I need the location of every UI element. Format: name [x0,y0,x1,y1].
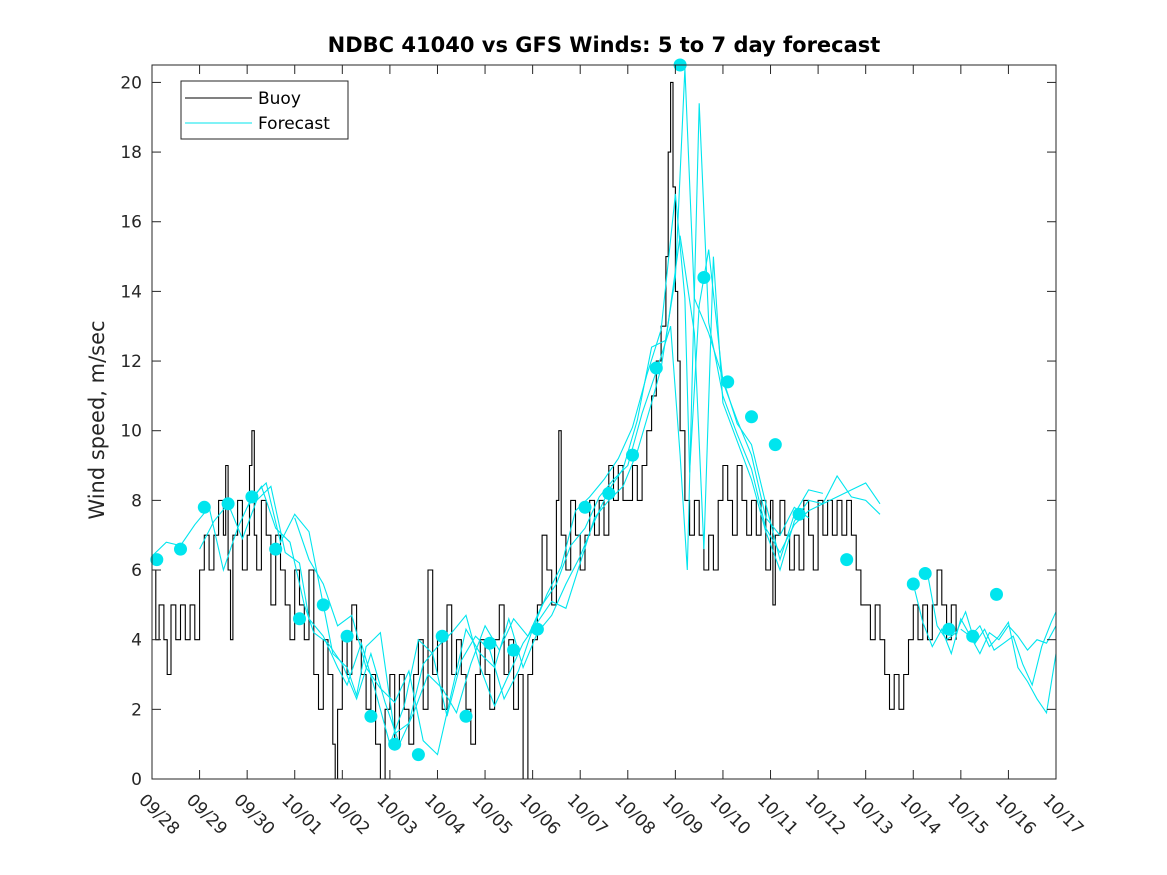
legend: Buoy Forecast [180,80,349,140]
forecast-line-3 [246,103,881,746]
forecast-marker-13 [435,629,449,643]
forecast-marker-24 [721,375,735,389]
legend-box [180,80,349,140]
forecast-marker-9 [340,629,354,643]
y-tick-label: 12 [120,352,142,372]
forecast-marker-3 [197,500,211,514]
forecast-line-6 [926,573,1057,687]
forecast-marker-32 [966,629,980,643]
y-tick-label: 2 [131,700,142,720]
plot-area [152,65,1056,779]
forecast-marker-23 [697,271,711,284]
forecast-marker-27 [792,507,806,521]
y-tick-label: 14 [120,282,142,302]
forecast-marker-11 [388,737,402,751]
forecast-marker-33 [990,587,1003,601]
forecast-marker-17 [530,622,544,636]
forecast-marker-4 [221,497,235,511]
chart-title: NDBC 41040 vs GFS Winds: 5 to 7 day fore… [328,33,881,57]
forecast-marker-19 [602,486,616,500]
forecast-marker-26 [768,438,782,452]
forecast-marker-28 [840,553,854,567]
marker-layer [150,58,1003,762]
series-layer [151,68,1057,780]
forecast-marker-10 [364,709,378,723]
forecast-marker-25 [745,410,758,424]
forecast-line-4 [294,235,881,756]
buoy-line [152,81,957,780]
forecast-marker-29 [906,577,920,591]
y-tick-label: 18 [120,143,142,163]
forecast-marker-21 [649,361,663,375]
forecast-marker-5 [245,490,259,504]
forecast-line-1 [151,68,824,735]
forecast-marker-14 [459,709,473,723]
forecast-line-5 [912,583,1057,715]
forecast-marker-31 [942,622,956,636]
y-tick-label: 20 [120,73,142,93]
y-tick-label: 6 [131,561,142,581]
forecast-marker-18 [578,500,592,514]
forecast-marker-20 [626,448,639,462]
forecast-marker-12 [411,748,425,762]
y-tick-label: 4 [131,631,142,651]
y-tick-label: 8 [131,491,142,511]
forecast-line-7 [960,624,1057,655]
forecast-marker-8 [316,598,330,612]
legend-buoy-label: Buoy [258,89,301,109]
y-tick-label: 0 [131,770,142,790]
y-axis-label: Wind speed, m/sec [85,320,109,519]
y-tick-label: 16 [120,213,142,233]
forecast-marker-15 [483,636,497,650]
forecast-marker-6 [269,542,283,556]
plot-frame [151,64,1057,780]
forecast-marker-1 [150,553,164,567]
forecast-marker-16 [507,643,521,657]
legend-forecast-label: Forecast [258,114,330,134]
forecast-marker-7 [293,612,306,626]
y-tick-label: 10 [120,422,142,442]
forecast-marker-2 [174,542,187,556]
forecast-marker-30 [918,567,932,580]
